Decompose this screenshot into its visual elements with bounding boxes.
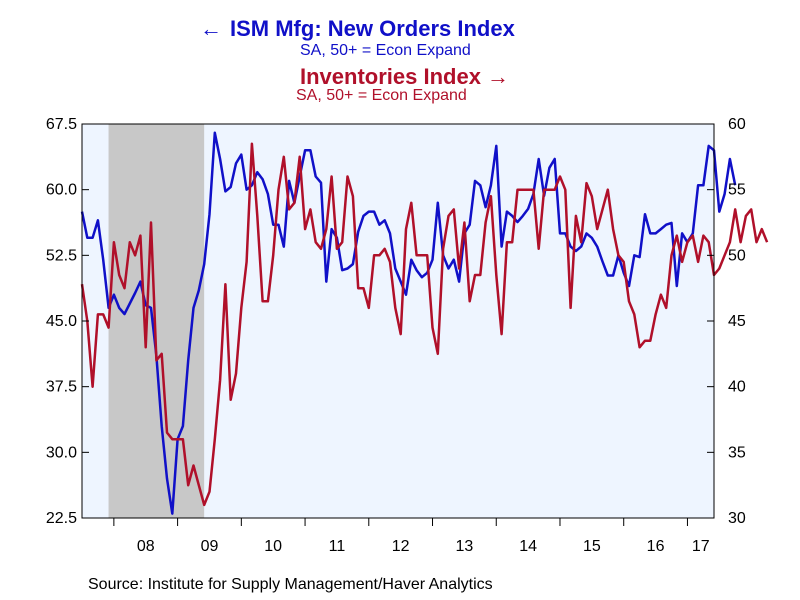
new-orders-subtitle: SA, 50+ = Econ Expand [300,42,471,59]
right-axis-tick-label: 60 [728,116,746,133]
left-axis-tick-label: 67.5 [46,116,77,133]
left-axis-tick-label: 22.5 [46,510,77,527]
recession-shading [108,124,205,518]
left-axis-tick-label: 45.0 [46,313,77,330]
inventories-title-text: Inventories Index [300,64,481,89]
right-axis-tick-label: 55 [728,182,746,199]
left-axis-tick-label: 52.5 [46,247,77,264]
right-axis-tick-label: 40 [728,379,746,396]
x-axis-tick-label: 14 [519,538,537,555]
right-axis-tick-label: 45 [728,313,746,330]
source-note: Source: Institute for Supply Management/… [88,576,493,593]
x-axis-tick-label: 08 [137,538,155,555]
right-arrow-icon: → [486,64,509,89]
right-axis-tick-label: 35 [728,444,746,461]
left-arrow-icon: ← [200,16,222,41]
right-axis-tick-label: 50 [728,247,746,264]
right-axis-tick-label: 30 [728,510,746,527]
x-axis-tick-label: 09 [201,538,219,555]
x-axis-tick-label: 13 [455,538,473,555]
x-axis-tick-label: 10 [264,538,282,555]
inventories-title: Inventories Index → [300,64,509,90]
new-orders-title: ← ISM Mfg: New Orders Index [200,16,515,42]
chart-titles: ← ISM Mfg: New Orders Index SA, 50+ = Eco… [0,0,800,120]
left-axis-tick-label: 30.0 [46,444,77,461]
inventories-line [80,142,769,507]
x-axis-tick-label: 16 [647,538,665,555]
x-axis-tick-label: 17 [692,538,710,555]
x-axis-tick-label: 12 [392,538,410,555]
left-axis-tick-label: 60.0 [46,182,77,199]
left-axis-tick-label: 37.5 [46,379,77,396]
x-axis-tick-label: 11 [329,538,346,555]
new-orders-title-text: ISM Mfg: New Orders Index [230,16,515,41]
inventories-subtitle: SA, 50+ = Econ Expand [296,87,467,104]
x-axis-tick-label: 15 [583,538,601,555]
